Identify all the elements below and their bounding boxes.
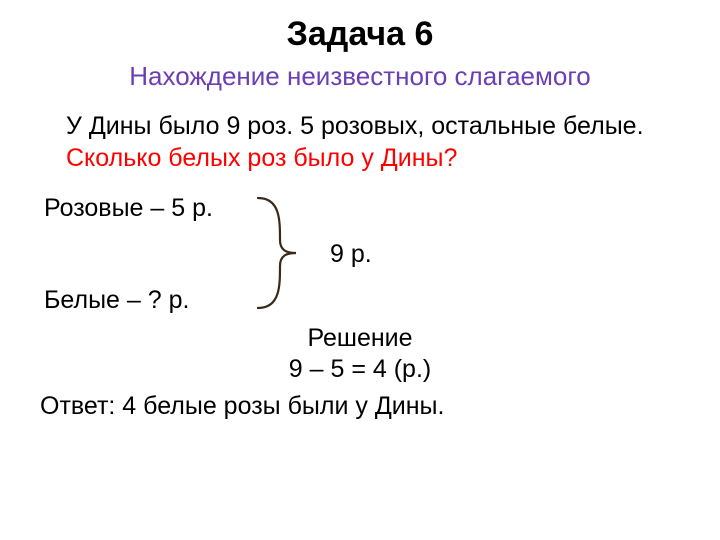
subtitle: Нахождение неизвестного слагаемого: [40, 61, 680, 92]
problem-text: У Дины было 9 роз. 5 розовых, остальные …: [40, 110, 680, 174]
problem-given: У Дины было 9 роз. 5 розовых, остальные …: [66, 112, 644, 140]
title: Задача 6: [40, 14, 680, 55]
brace-icon: [240, 190, 320, 316]
diagram-white: Белые – ? р.: [44, 286, 189, 315]
diagram-total: 9 р.: [330, 240, 372, 269]
solution-equation: 9 – 5 = 4 (р.): [40, 355, 680, 384]
problem-question: Сколько белых роз было у Дины?: [66, 144, 457, 172]
diagram: Розовые – 5 р. Белые – ? р. 9 р.: [40, 188, 680, 318]
slide: Задача 6 Нахождение неизвестного слагаем…: [0, 0, 720, 540]
solution-heading: Решение: [40, 324, 680, 353]
answer: Ответ: 4 белые розы были у Дины.: [40, 392, 680, 421]
diagram-pink: Розовые – 5 р.: [44, 194, 213, 223]
